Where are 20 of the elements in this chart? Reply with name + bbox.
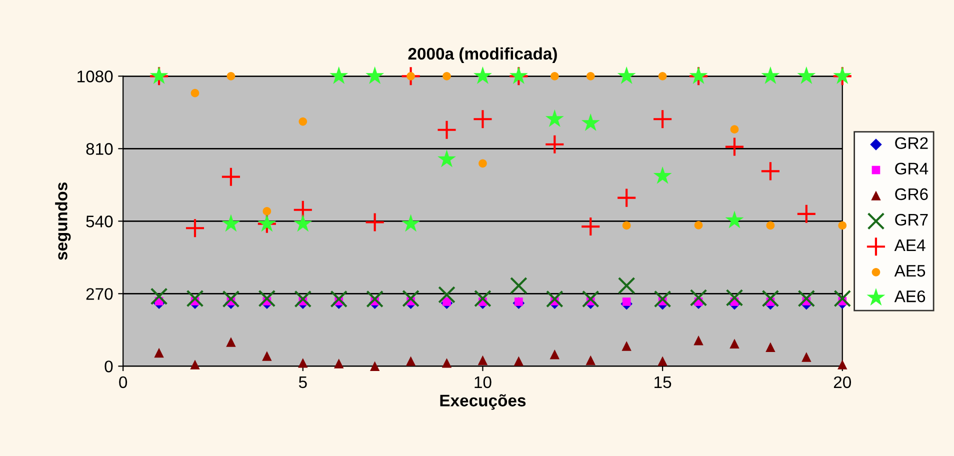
y-axis-title: segundos <box>55 182 71 260</box>
legend-label: AE6 <box>894 290 926 302</box>
y-tick-label: 270 <box>86 288 113 300</box>
x-tick-label: 15 <box>654 376 672 388</box>
legend-label: GR7 <box>895 214 928 226</box>
y-tick-label: 1080 <box>78 70 113 82</box>
x-axis-title: Execuções <box>440 394 526 410</box>
legend-label: AE5 <box>894 265 926 277</box>
y-tick-label: 0 <box>104 360 113 372</box>
chart-title: 2000a (modificada) <box>408 47 557 63</box>
y-tick-label: 810 <box>86 143 113 155</box>
x-tick-label: 10 <box>474 376 492 388</box>
x-tick-label: 20 <box>834 376 851 388</box>
x-tick-label: 0 <box>119 376 128 388</box>
legend-label: GR4 <box>895 162 928 175</box>
legend-label: GR2 <box>895 137 928 150</box>
x-tick-label: 5 <box>298 376 307 388</box>
legend-label: AE4 <box>894 240 926 252</box>
legend-label: GR6 <box>895 188 928 200</box>
y-tick-label: 540 <box>86 216 113 228</box>
